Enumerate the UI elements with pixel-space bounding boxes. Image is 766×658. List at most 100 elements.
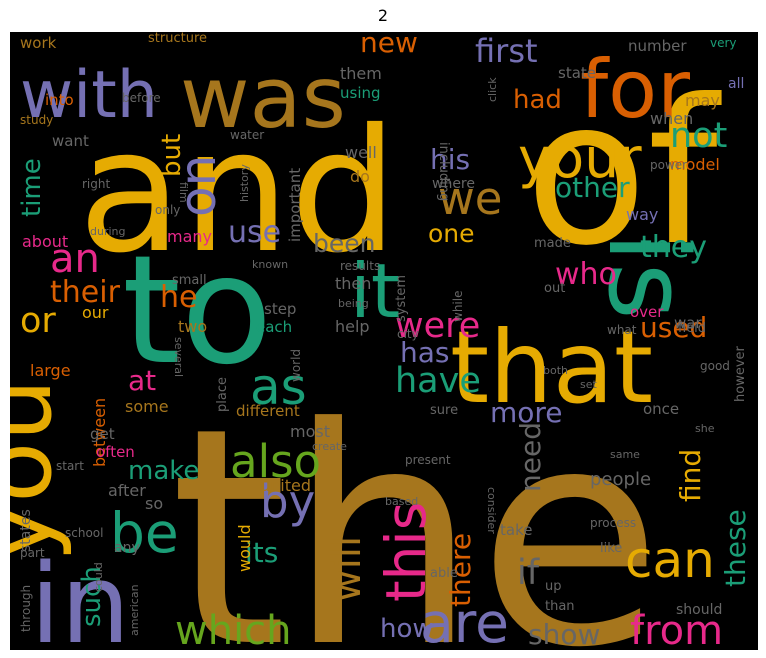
cloud-word-right: right [82,177,110,191]
cloud-word-them: them [340,64,382,83]
cloud-word-place: place [215,377,230,412]
cloud-word-different: different [236,402,300,420]
cloud-word-will: will [324,536,370,602]
cloud-word-good: good [700,359,730,373]
cloud-word-that: that [450,309,653,426]
cloud-word-we: we [438,172,503,225]
cloud-word-or: or [20,301,56,341]
cloud-word-once: once [643,400,679,418]
cloud-word-large: large [30,361,71,380]
cloud-word-would: would [235,524,254,572]
cloud-word-one: one [428,219,475,248]
cloud-word-what: what [607,323,637,337]
cloud-word-structure: structure [148,32,207,46]
cloud-word-two: two [178,317,207,336]
cloud-word-only: only [155,203,180,217]
cloud-word-where: where [432,176,475,192]
cloud-word-set: set [580,378,597,391]
cloud-word-how: how [380,614,434,644]
cloud-word-its: its [245,536,278,569]
cloud-word-your: your [518,126,642,190]
cloud-word-to: to [122,224,273,398]
cloud-word-been: been [313,229,375,258]
cloud-word-world: world [289,349,303,382]
cloud-word-system: system [394,275,409,322]
cloud-word-be: be [110,501,179,565]
cloud-word-made: made [534,236,571,251]
cloud-word-if: if [517,553,540,593]
cloud-word-results: results [340,259,380,273]
cloud-word-sure: sure [430,403,458,418]
cloud-word-war: war [674,314,702,332]
cloud-word-up: up [545,579,562,594]
cloud-word-there: there [444,533,477,607]
cloud-word-step: step [264,300,296,318]
cloud-word-first: first [475,32,538,70]
cloud-word-before: before [122,91,161,105]
cloud-word-by: by [260,475,315,528]
cloud-word-do: do [350,167,370,186]
cloud-word-water: water [230,128,264,142]
cloud-word-between: between [90,398,109,467]
cloud-word-the: the [170,364,662,650]
cloud-word-also: also [230,435,321,488]
cloud-word-known: known [252,258,288,271]
word-cloud: the and to of is that in you was for with your it as w… [10,32,758,650]
cloud-word-was: was [180,49,346,148]
cloud-word-could: could [92,562,105,592]
cloud-word-american: american [128,584,141,636]
cloud-word-being: being [338,297,369,310]
cloud-word-way: way [626,205,658,224]
cloud-word-all: all [728,76,744,92]
cloud-word-including: including [436,142,451,201]
cloud-word-same: same [610,448,640,461]
cloud-word-should: should [676,602,722,618]
cloud-word-for: for [580,43,690,136]
cloud-word-very: very [710,36,737,50]
cloud-word-both: both [543,364,568,377]
cloud-word-not: not [670,116,727,156]
cloud-word-help: help [335,317,370,336]
cloud-word-based: based [385,495,418,508]
cloud-word-number: number [628,37,687,55]
cloud-word-as: as [250,358,307,416]
cloud-word-may: may [685,91,720,110]
cloud-word-want: want [52,132,89,150]
cloud-word-who: who [555,257,617,292]
cloud-word-of: of [525,57,722,290]
cloud-word-new: new [360,32,418,59]
cloud-word-on: on [169,155,227,217]
cloud-word-well: well [345,143,377,162]
cloud-word-part: part [20,546,45,560]
cloud-word-at: at [128,364,156,397]
cloud-word-other: other [555,171,630,204]
cloud-word-our: our [82,303,109,322]
cloud-word-get: get [90,425,115,443]
cloud-word-field: field [678,321,706,336]
cloud-word-process: process [590,516,636,530]
cloud-word-many: many [167,227,212,246]
cloud-word-during: during [90,225,126,238]
cloud-word-using: using [340,84,381,102]
cloud-word-out: out [544,281,565,296]
cloud-word-when: when [650,109,693,128]
cloud-word-school: school [65,526,103,540]
cloud-word-people: people [590,469,651,490]
cloud-word-city: city [397,327,419,341]
cloud-word-such: such [77,566,107,627]
cloud-word-state: state [558,64,596,82]
cloud-word-while: while [451,291,465,322]
cloud-word-then: then [335,274,371,293]
cloud-word-any: any [114,540,140,556]
cloud-word-several: several [172,337,185,377]
cloud-word-from: from [630,608,723,650]
cloud-word-into: into [45,91,74,109]
cloud-word-after: after [108,481,146,500]
cloud-word-about: about [22,232,68,251]
cloud-word-and: and [78,93,398,291]
cloud-word-able: able [430,566,458,581]
cloud-word-over: over [630,303,664,321]
cloud-word-through: through [19,585,33,632]
cloud-word-these: these [719,509,752,587]
page-title: 2 [377,6,389,25]
